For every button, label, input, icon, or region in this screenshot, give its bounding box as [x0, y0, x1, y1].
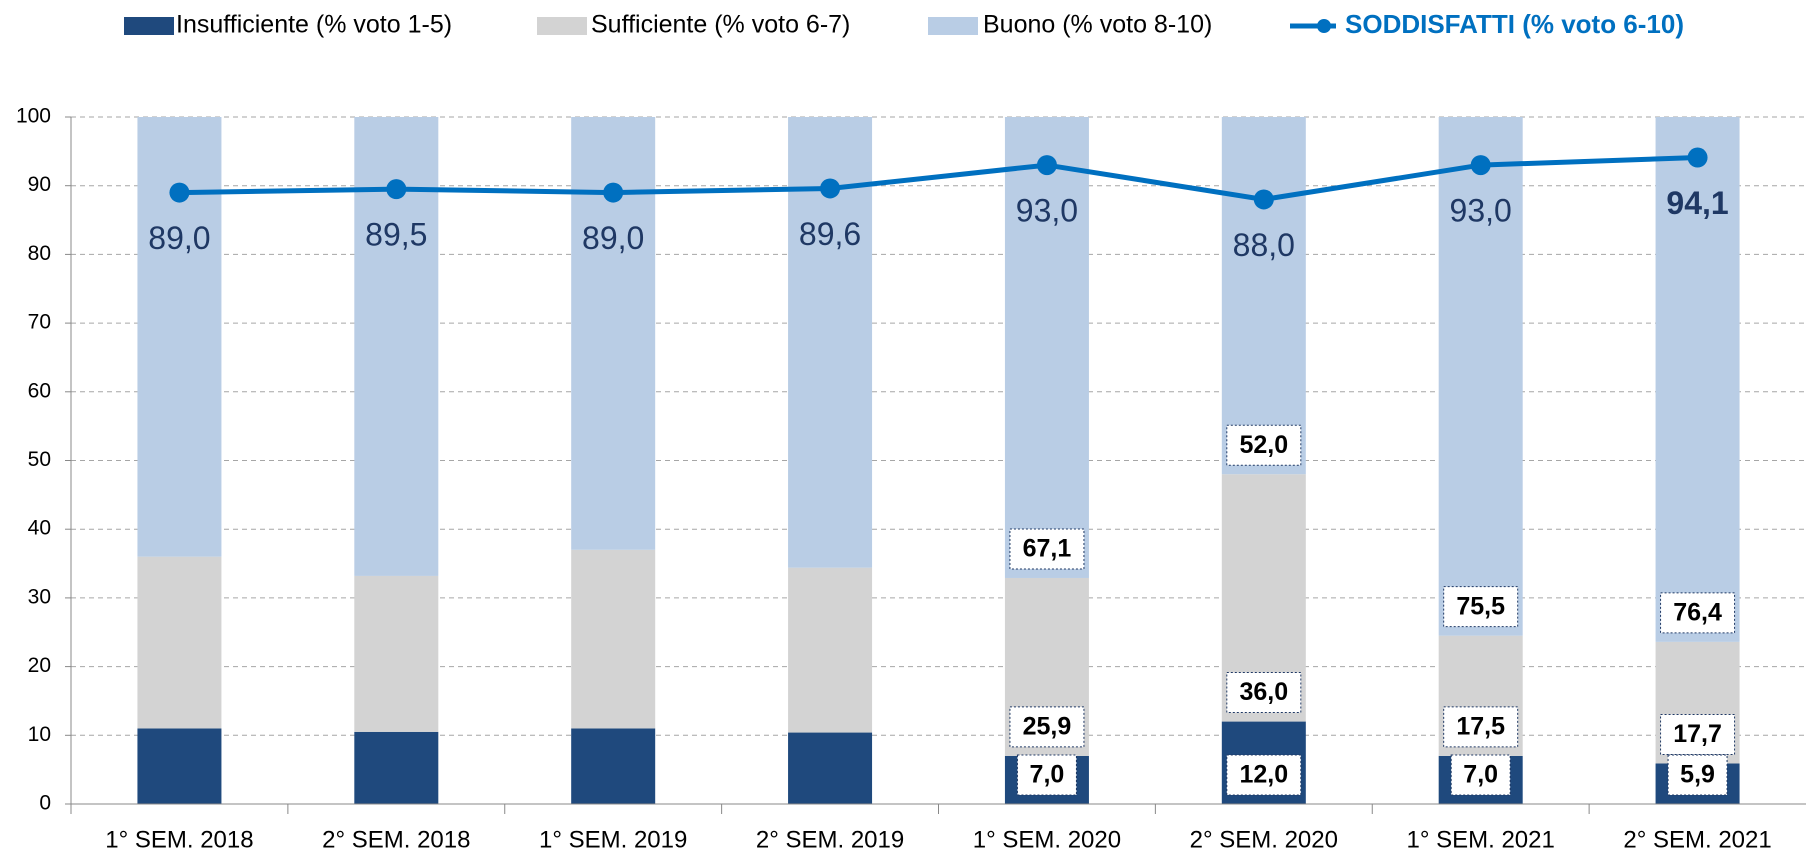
- legend-label: SODDISFATTI (% voto 6-10): [1345, 9, 1684, 39]
- bar-segment: [1438, 117, 1523, 636]
- legend-label: Sufficiente (% voto 6-7): [591, 11, 850, 39]
- value-label-box: [1226, 672, 1302, 714]
- y-tick-label: 100: [16, 105, 51, 128]
- x-tick-label: 1° SEM. 2018: [105, 826, 253, 853]
- legend-label: Buono (% voto 8-10): [983, 11, 1212, 39]
- x-tick-label: 2° SEM. 2019: [756, 826, 904, 853]
- value-label: 17,7: [1673, 720, 1722, 748]
- value-label-box: [1450, 754, 1511, 796]
- line-point: [603, 182, 624, 203]
- legend-swatch: [537, 17, 587, 35]
- value-label: 12,0: [1239, 761, 1288, 789]
- bar-segment: [354, 731, 439, 804]
- line-point: [1687, 147, 1708, 168]
- value-label: 52,0: [1239, 431, 1288, 459]
- line-point: [1253, 189, 1274, 210]
- bar-segment: [571, 549, 656, 729]
- value-label-box: [1226, 754, 1302, 796]
- y-tick-label: 80: [28, 242, 51, 265]
- value-label: 5,9: [1680, 761, 1715, 789]
- bar-segment: [354, 575, 439, 732]
- y-tick-label: 60: [28, 379, 51, 402]
- line-point: [169, 182, 190, 203]
- x-tick-label: 1° SEM. 2020: [973, 826, 1121, 853]
- legend-swatch: [124, 17, 174, 35]
- line-value-label: 88,0: [1233, 227, 1295, 263]
- value-label-box: [1226, 424, 1302, 466]
- value-label-box: [1016, 754, 1077, 796]
- value-label: 67,1: [1023, 535, 1072, 563]
- line-point: [1036, 155, 1057, 176]
- line-point: [820, 178, 841, 199]
- value-label: 7,0: [1463, 761, 1498, 789]
- y-tick-label: 90: [28, 173, 51, 196]
- x-tick-label: 2° SEM. 2018: [322, 826, 470, 853]
- line-point: [386, 179, 407, 200]
- line-value-label: 89,0: [148, 220, 210, 256]
- value-label: 76,4: [1673, 598, 1722, 626]
- y-tick-label: 70: [28, 311, 51, 334]
- value-label-box: [1660, 592, 1736, 634]
- bar-segment: [137, 556, 222, 729]
- legend-label: Insufficiente (% voto 1-5): [176, 11, 452, 39]
- y-tick-label: 20: [28, 654, 51, 677]
- line-value-label: 93,0: [1450, 193, 1512, 229]
- legend-marker: [1317, 19, 1331, 33]
- value-label-box: [1443, 586, 1519, 628]
- bar-segment: [788, 567, 873, 733]
- y-tick-label: 50: [28, 448, 51, 471]
- bar-segment: [1221, 117, 1306, 475]
- value-label-box: [1443, 706, 1519, 748]
- bar-segment: [571, 117, 656, 550]
- bar-segment: [571, 728, 656, 804]
- value-label: 36,0: [1239, 678, 1288, 706]
- y-tick-label: 10: [28, 723, 51, 746]
- value-label: 25,9: [1023, 713, 1072, 741]
- line-value-label: 89,6: [799, 216, 861, 252]
- y-tick-label: 40: [28, 517, 51, 540]
- line-value-label: 89,0: [582, 220, 644, 256]
- y-tick-label: 30: [28, 585, 51, 608]
- bar-segment: [788, 732, 873, 804]
- line-value-label: 89,5: [365, 217, 427, 253]
- line-point: [1470, 155, 1491, 176]
- y-tick-label: 0: [39, 792, 51, 815]
- x-tick-label: 1° SEM. 2019: [539, 826, 687, 853]
- value-label: 7,0: [1030, 761, 1065, 789]
- x-tick-label: 2° SEM. 2020: [1190, 826, 1338, 853]
- x-tick-label: 1° SEM. 2021: [1407, 826, 1555, 853]
- value-label-box: [1667, 754, 1728, 796]
- bar-segment: [1004, 117, 1089, 578]
- value-label: 75,5: [1456, 592, 1505, 620]
- value-label: 17,5: [1456, 713, 1505, 741]
- value-label-box: [1009, 528, 1085, 570]
- legend-swatch: [928, 17, 978, 35]
- x-tick-label: 2° SEM. 2021: [1623, 826, 1771, 853]
- value-label-box: [1660, 713, 1736, 755]
- line: [179, 155, 1698, 202]
- line-value-label: 93,0: [1016, 193, 1078, 229]
- bar-segment: [137, 728, 222, 804]
- value-label-box: [1009, 706, 1085, 748]
- line-value-label: 94,1: [1666, 185, 1728, 221]
- bar-segment: [1655, 117, 1740, 642]
